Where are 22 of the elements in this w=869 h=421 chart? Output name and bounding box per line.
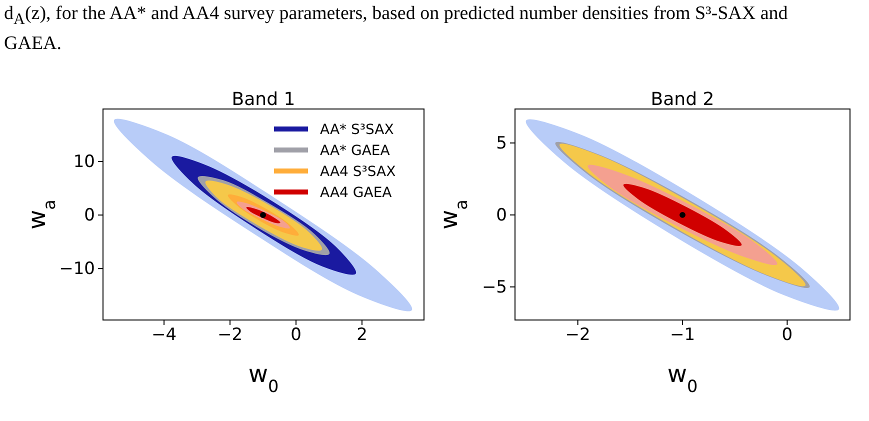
y-tick-label: 5: [496, 133, 507, 154]
x-tick-label: −2: [217, 325, 243, 346]
y-tick-label: 0: [84, 205, 95, 226]
y-tick-label: −5: [482, 277, 507, 298]
x-tick-label: −4: [152, 325, 177, 346]
x-tick-label: 0: [782, 325, 793, 346]
chart-title: Band 1: [232, 89, 296, 110]
x-tick-label: −2: [565, 325, 590, 346]
y-tick-label: 0: [496, 205, 507, 226]
chart-title: Band 2: [650, 89, 714, 110]
legend-label: AA* S³SAX: [320, 122, 394, 138]
legend-label: AA4 S³SAX: [320, 164, 396, 180]
legend-label: AA* GAEA: [320, 143, 390, 159]
x-axis-title: w$_{0}$: [667, 360, 698, 396]
x-tick-label: −1: [670, 325, 696, 346]
text: d$_{A}$(z), for the AA* and AA4 survey parameters, based on predicted number densities from S³-SAX and GAEA.: [4, 2, 789, 56]
y-tick-label: −10: [59, 259, 95, 280]
x-axis-title: w$_{0}$: [248, 360, 279, 396]
x-tick-label: 0: [290, 325, 302, 346]
legend-label: AA4 GAEA: [320, 185, 392, 201]
x-tick-label: 2: [356, 325, 368, 346]
y-tick-label: 10: [73, 152, 95, 172]
